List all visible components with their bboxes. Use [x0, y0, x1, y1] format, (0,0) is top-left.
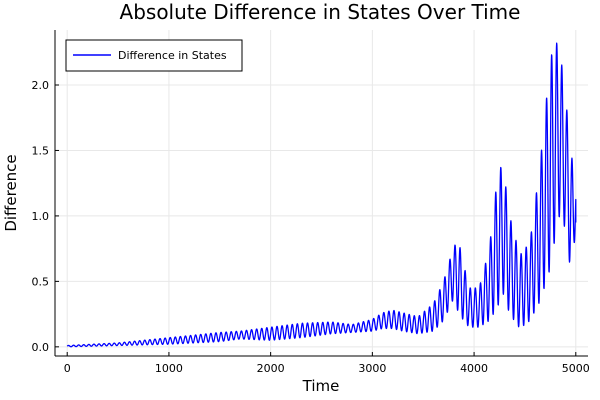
- x-axis-label: Time: [302, 377, 340, 395]
- chart-title: Absolute Difference in States Over Time: [120, 0, 521, 24]
- legend: Difference in States: [65, 39, 243, 72]
- y-ticks: 0.0 0.5 1.0 1.5 2.0: [32, 79, 59, 354]
- x-ticks: 0 1000 2000 3000 4000 5000: [64, 352, 590, 375]
- y-tick-label: 1.5: [32, 144, 50, 157]
- series-layer: [66, 42, 577, 348]
- series-line-difference-in-states: [66, 42, 577, 348]
- grid-lines: [55, 30, 588, 356]
- legend-entry-label: Difference in States: [118, 49, 227, 62]
- x-tick-label: 0: [64, 362, 71, 375]
- y-tick-label: 0.0: [32, 341, 50, 354]
- x-tick-label: 2000: [257, 362, 285, 375]
- x-tick-label: 4000: [460, 362, 488, 375]
- y-tick-label: 0.5: [32, 275, 50, 288]
- y-tick-label: 2.0: [32, 79, 50, 92]
- x-tick-label: 5000: [562, 362, 590, 375]
- axes: [54, 30, 588, 357]
- x-tick-label: 3000: [358, 362, 386, 375]
- y-axis-label: Difference: [2, 154, 20, 231]
- y-tick-label: 1.0: [32, 210, 50, 223]
- x-tick-label: 1000: [155, 362, 183, 375]
